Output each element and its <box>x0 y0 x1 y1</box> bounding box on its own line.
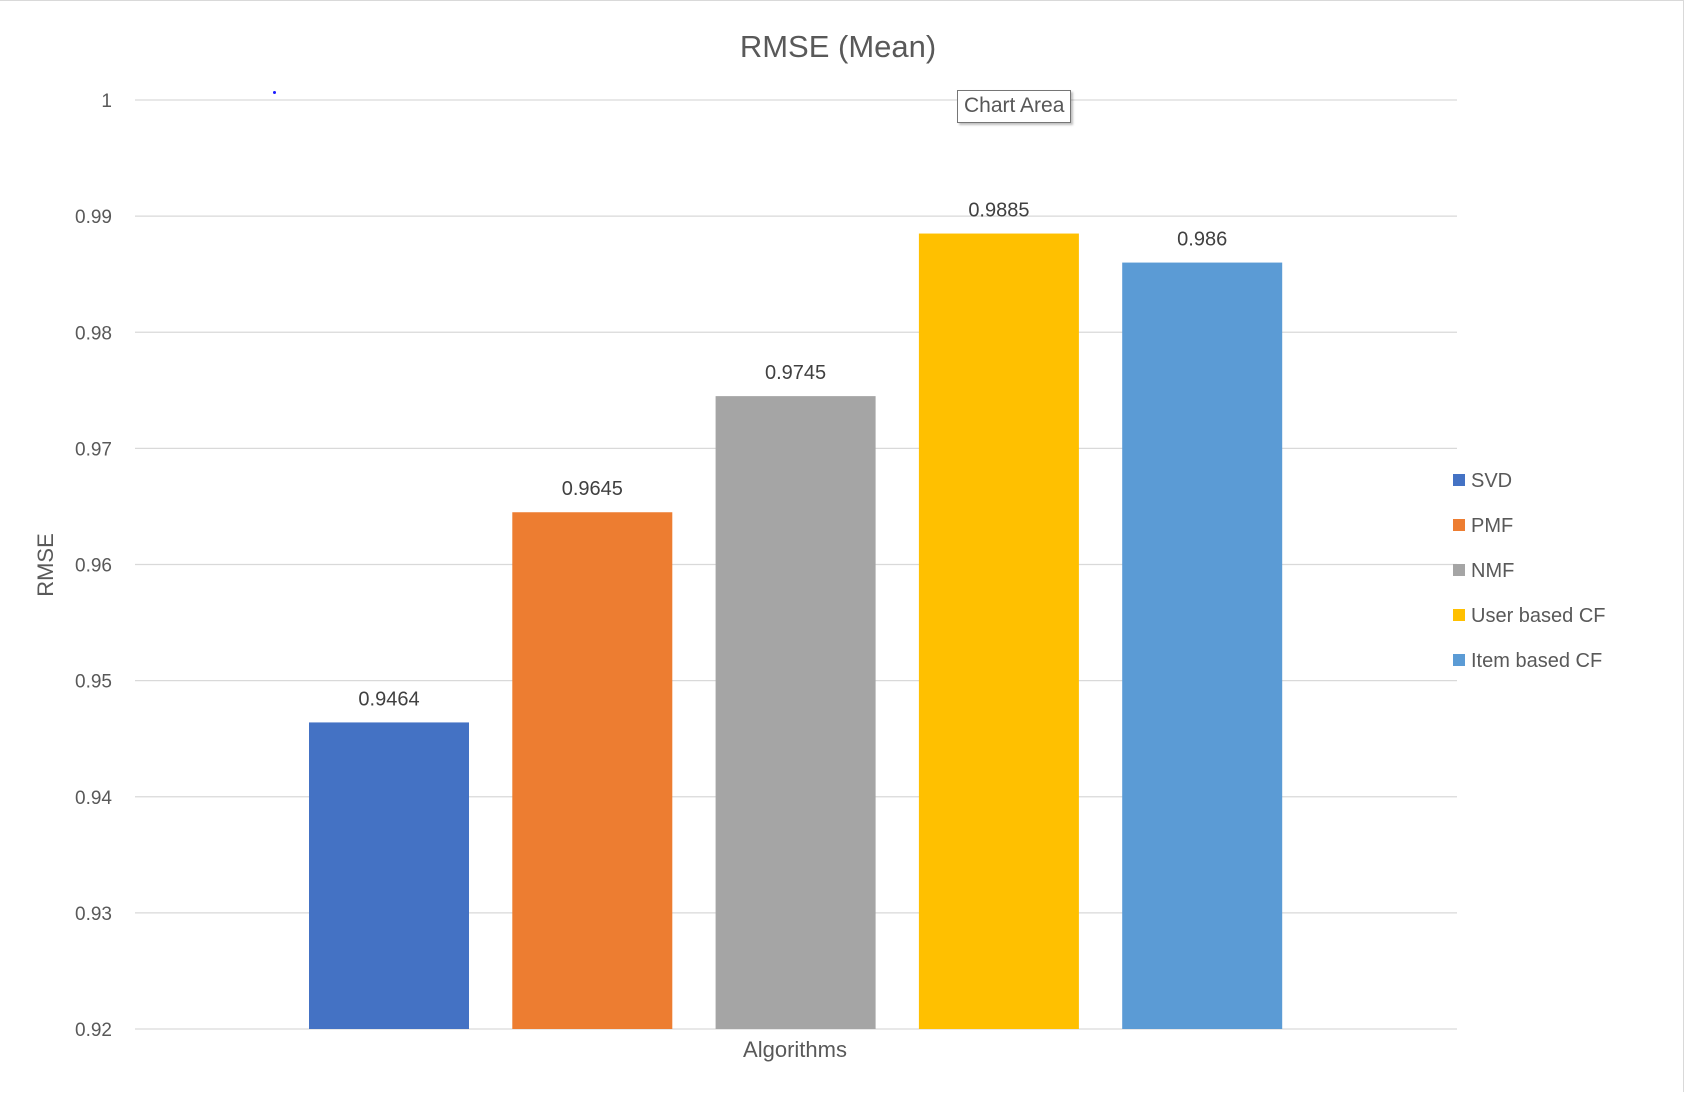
y-tick-label: 0.93 <box>75 904 112 925</box>
chart-title: RMSE (Mean) <box>740 29 936 64</box>
bar-user-based-cf[interactable] <box>918 233 1079 1029</box>
chart-area-tooltip: Chart Area <box>957 90 1072 123</box>
legend-swatch <box>1453 474 1465 486</box>
y-tick-label: 0.98 <box>75 323 112 344</box>
legend-label: SVD <box>1471 470 1512 492</box>
y-tick-label: 0.97 <box>75 439 112 460</box>
data-label: 0.986 <box>1177 229 1227 251</box>
legend: SVD PMF NMF User based CF Item based CF <box>1453 470 1606 672</box>
x-axis-title: Algorithms <box>743 1037 847 1062</box>
legend-label: Item based CF <box>1471 650 1602 672</box>
legend-swatch <box>1453 519 1465 531</box>
y-axis-tick-labels: 0.92 0.93 0.94 0.95 0.96 0.97 0.98 0.99 1 <box>75 91 112 1041</box>
cursor-dot <box>273 91 276 94</box>
y-tick-label: 0.96 <box>75 556 112 577</box>
y-axis-title: RMSE <box>33 533 58 597</box>
y-tick-label: 1 <box>101 91 112 112</box>
bar-pmf[interactable] <box>512 512 673 1029</box>
legend-label: NMF <box>1471 560 1514 582</box>
data-label: 0.9885 <box>968 200 1029 222</box>
legend-label: PMF <box>1471 515 1513 537</box>
legend-swatch <box>1453 564 1465 576</box>
bar-svd[interactable] <box>309 722 469 1029</box>
bars <box>309 233 1283 1029</box>
data-label: 0.9645 <box>562 478 623 500</box>
legend-label: User based CF <box>1471 605 1606 627</box>
bar-nmf[interactable] <box>715 396 876 1029</box>
legend-swatch <box>1453 609 1465 621</box>
y-tick-label: 0.95 <box>75 672 112 693</box>
y-tick-label: 0.99 <box>75 207 112 228</box>
legend-swatch <box>1453 654 1465 666</box>
y-tick-label: 0.94 <box>75 788 112 809</box>
bar-item-based-cf[interactable] <box>1122 262 1283 1029</box>
data-labels: 0.9464 0.9645 0.9745 0.9885 0.986 <box>358 200 1227 711</box>
y-tick-label: 0.92 <box>75 1020 112 1041</box>
data-label: 0.9745 <box>765 362 826 384</box>
data-label: 0.9464 <box>358 688 419 710</box>
